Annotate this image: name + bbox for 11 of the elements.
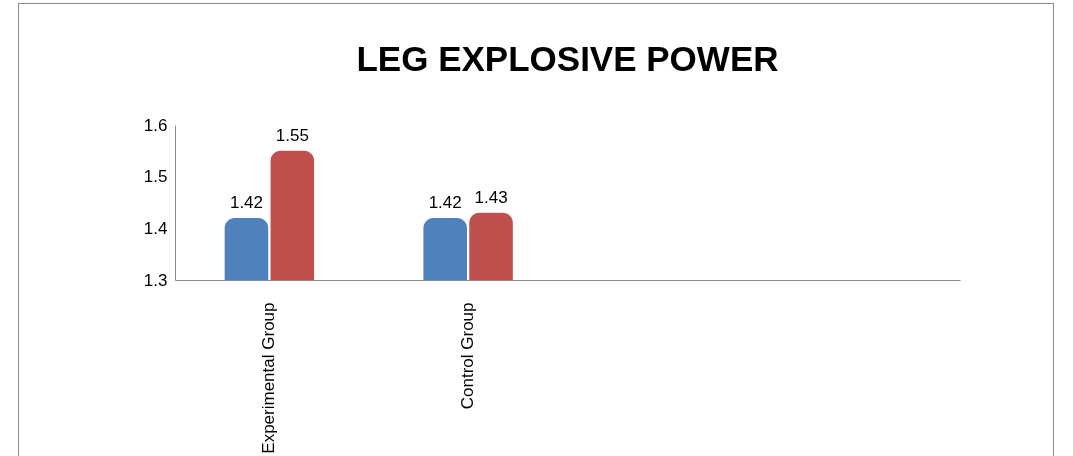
y-tick-label: 1.4	[143, 218, 168, 238]
y-tick-label: 1.6	[143, 115, 168, 135]
chart-title: LEG EXPLOSIVE POWER	[356, 39, 779, 78]
x-tick-label: Experimental Group	[259, 302, 279, 454]
data-label: 1.55	[275, 125, 309, 145]
y-tick-label: 1.5	[143, 167, 168, 187]
y-tick-label: 1.3	[143, 270, 168, 290]
data-label: 1.43	[474, 187, 508, 207]
data-label: 1.42	[428, 193, 462, 212]
data-label: 1.42	[229, 193, 264, 212]
x-tick-label: Control Group	[458, 302, 478, 410]
